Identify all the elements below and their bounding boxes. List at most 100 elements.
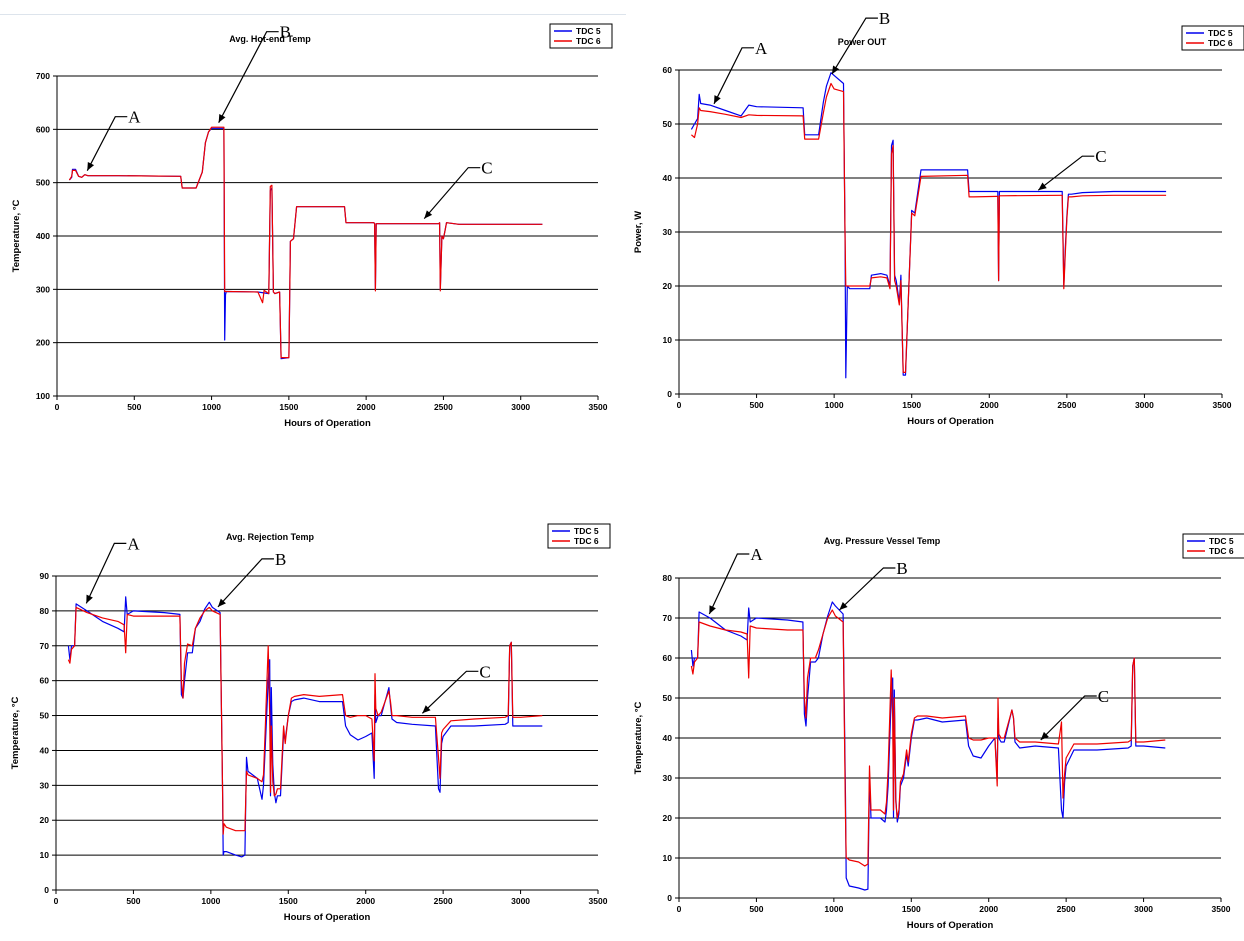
x-tick-label: 2500: [1057, 400, 1076, 410]
y-tick-label: 30: [663, 773, 673, 783]
series-line-tdc-6: [691, 82, 1167, 373]
y-tick-label: 0: [44, 885, 49, 895]
y-axis-label: Temperature, °C: [633, 701, 644, 774]
x-tick-label: 0: [55, 402, 60, 412]
x-tick-label: 500: [126, 896, 140, 906]
y-tick-label: 10: [663, 853, 673, 863]
annotation-c: C: [423, 159, 493, 220]
series-line-tdc-6: [67, 606, 543, 835]
annotation-c: C: [421, 662, 491, 714]
y-tick-label: 100: [36, 391, 50, 401]
chart-svg-4: 0 10 20 30 40 50 60 70 80 0 500 1000 1500 2000 2500 300…: [633, 533, 1244, 931]
annotation-a: A: [708, 545, 763, 615]
chart-panel-1: 100 200 300 400 500 600 700 0 500 1000 1500 2000 250…: [0, 0, 622, 460]
legend-entry: TDC 5: [576, 26, 601, 36]
y-tick-label: 10: [663, 335, 673, 345]
svg-text:B: B: [275, 550, 286, 569]
y-tick-label: 0: [667, 893, 672, 903]
y-tick-label: 10: [40, 850, 50, 860]
chart-svg-3: 0 10 20 30 40 50 60 70 80 90 0 500 1000 1500 2000 2500 3…: [10, 523, 611, 923]
svg-text:A: A: [128, 108, 141, 127]
chart-panel-4: 0 10 20 30 40 50 60 70 80 0 500 1000 1500 2000 2500 300…: [622, 470, 1244, 941]
y-tick-label: 20: [663, 281, 673, 291]
x-tick-label: 2000: [356, 896, 375, 906]
x-axis-label: Hours of Operation: [907, 416, 994, 427]
y-tick-label: 60: [663, 65, 673, 75]
chart-title: Avg. Hot-end Temp: [229, 34, 311, 44]
y-tick-label: 60: [40, 676, 50, 686]
y-tick-label: 40: [40, 745, 50, 755]
annotation-b: B: [838, 559, 908, 611]
x-tick-label: 3000: [511, 896, 530, 906]
x-tick-label: 500: [749, 904, 763, 914]
chart-title: Avg. Pressure Vessel Temp: [824, 536, 941, 546]
annotation-c: C: [1040, 687, 1109, 741]
legend-entry: TDC 5: [1208, 28, 1233, 38]
svg-text:C: C: [481, 159, 492, 178]
series-line-tdc-5: [67, 596, 543, 858]
y-tick-label: 20: [40, 815, 50, 825]
legend-box: [1181, 25, 1244, 51]
legend-entry: TDC 5: [574, 526, 599, 536]
chart-panel-3: 0 10 20 30 40 50 60 70 80 90 0 500 1000 1500 2000 2500 3…: [0, 470, 622, 941]
y-tick-label: 80: [40, 606, 50, 616]
legend-box: [547, 523, 611, 549]
legend-entry: TDC 6: [574, 536, 599, 546]
y-tick-label: 40: [663, 733, 673, 743]
x-tick-label: 1000: [825, 400, 844, 410]
chart-title: Power OUT: [838, 37, 887, 47]
series-line-tdc-5: [68, 127, 543, 360]
x-tick-label: 2000: [980, 400, 999, 410]
chart-title: Avg. Rejection Temp: [226, 532, 315, 542]
y-tick-label: 700: [36, 71, 50, 81]
y-axis-label: Temperature, °C: [11, 199, 22, 272]
svg-text:C: C: [479, 662, 490, 681]
y-tick-label: 0: [667, 389, 672, 399]
chart-svg-1: 100 200 300 400 500 600 700 0 500 1000 1500 2000 250…: [11, 23, 613, 429]
annotation-b: B: [831, 9, 890, 75]
chart-panel-2: 0 10 20 30 40 50 60 0 500 1000 1500 2000 2500 3000 350…: [622, 0, 1244, 460]
axes: [678, 70, 1222, 395]
legend-box: [549, 23, 613, 49]
y-tick-label: 400: [36, 231, 50, 241]
chart-svg-2: 0 10 20 30 40 50 60 0 500 1000 1500 2000 2500 3000 350…: [633, 9, 1244, 427]
y-tick-label: 70: [40, 641, 50, 651]
x-tick-label: 2500: [1057, 904, 1076, 914]
legend-entry: TDC 6: [1209, 546, 1234, 556]
y-tick-label: 90: [40, 571, 50, 581]
annotation-c: C: [1037, 147, 1107, 191]
series-line-tdc-6: [68, 126, 543, 359]
x-tick-label: 0: [54, 896, 59, 906]
y-tick-label: 20: [663, 813, 673, 823]
y-tick-label: 80: [663, 573, 673, 583]
axes: [55, 576, 598, 891]
x-tick-label: 3000: [1134, 904, 1153, 914]
x-tick-label: 500: [127, 402, 141, 412]
x-tick-label: 1500: [279, 402, 298, 412]
y-tick-label: 500: [36, 178, 50, 188]
legend-box: [1182, 533, 1244, 559]
x-axis-label: Hours of Operation: [284, 418, 371, 429]
y-tick-label: 30: [663, 227, 673, 237]
x-tick-label: 3500: [589, 402, 608, 412]
y-axis-label: Power, W: [633, 211, 644, 253]
annotation-a: A: [713, 39, 768, 105]
legend-entry: TDC 6: [576, 36, 601, 46]
x-tick-label: 1500: [279, 896, 298, 906]
legend-entry: TDC 5: [1209, 536, 1234, 546]
y-tick-label: 200: [36, 338, 50, 348]
legend-entry: TDC 6: [1208, 38, 1233, 48]
x-tick-label: 0: [677, 400, 682, 410]
annotation-b: B: [217, 550, 286, 608]
x-tick-label: 2000: [357, 402, 376, 412]
series-line-tdc-5: [690, 601, 1166, 891]
x-tick-label: 3500: [1212, 904, 1231, 914]
svg-text:C: C: [1095, 147, 1106, 166]
series-line-tdc-6: [690, 609, 1166, 867]
x-axis-label: Hours of Operation: [907, 920, 994, 931]
axes: [678, 578, 1221, 899]
annotation-a: A: [85, 534, 140, 604]
x-tick-label: 2500: [434, 896, 453, 906]
x-axis-label: Hours of Operation: [284, 912, 371, 923]
annotation-b: B: [218, 23, 291, 123]
